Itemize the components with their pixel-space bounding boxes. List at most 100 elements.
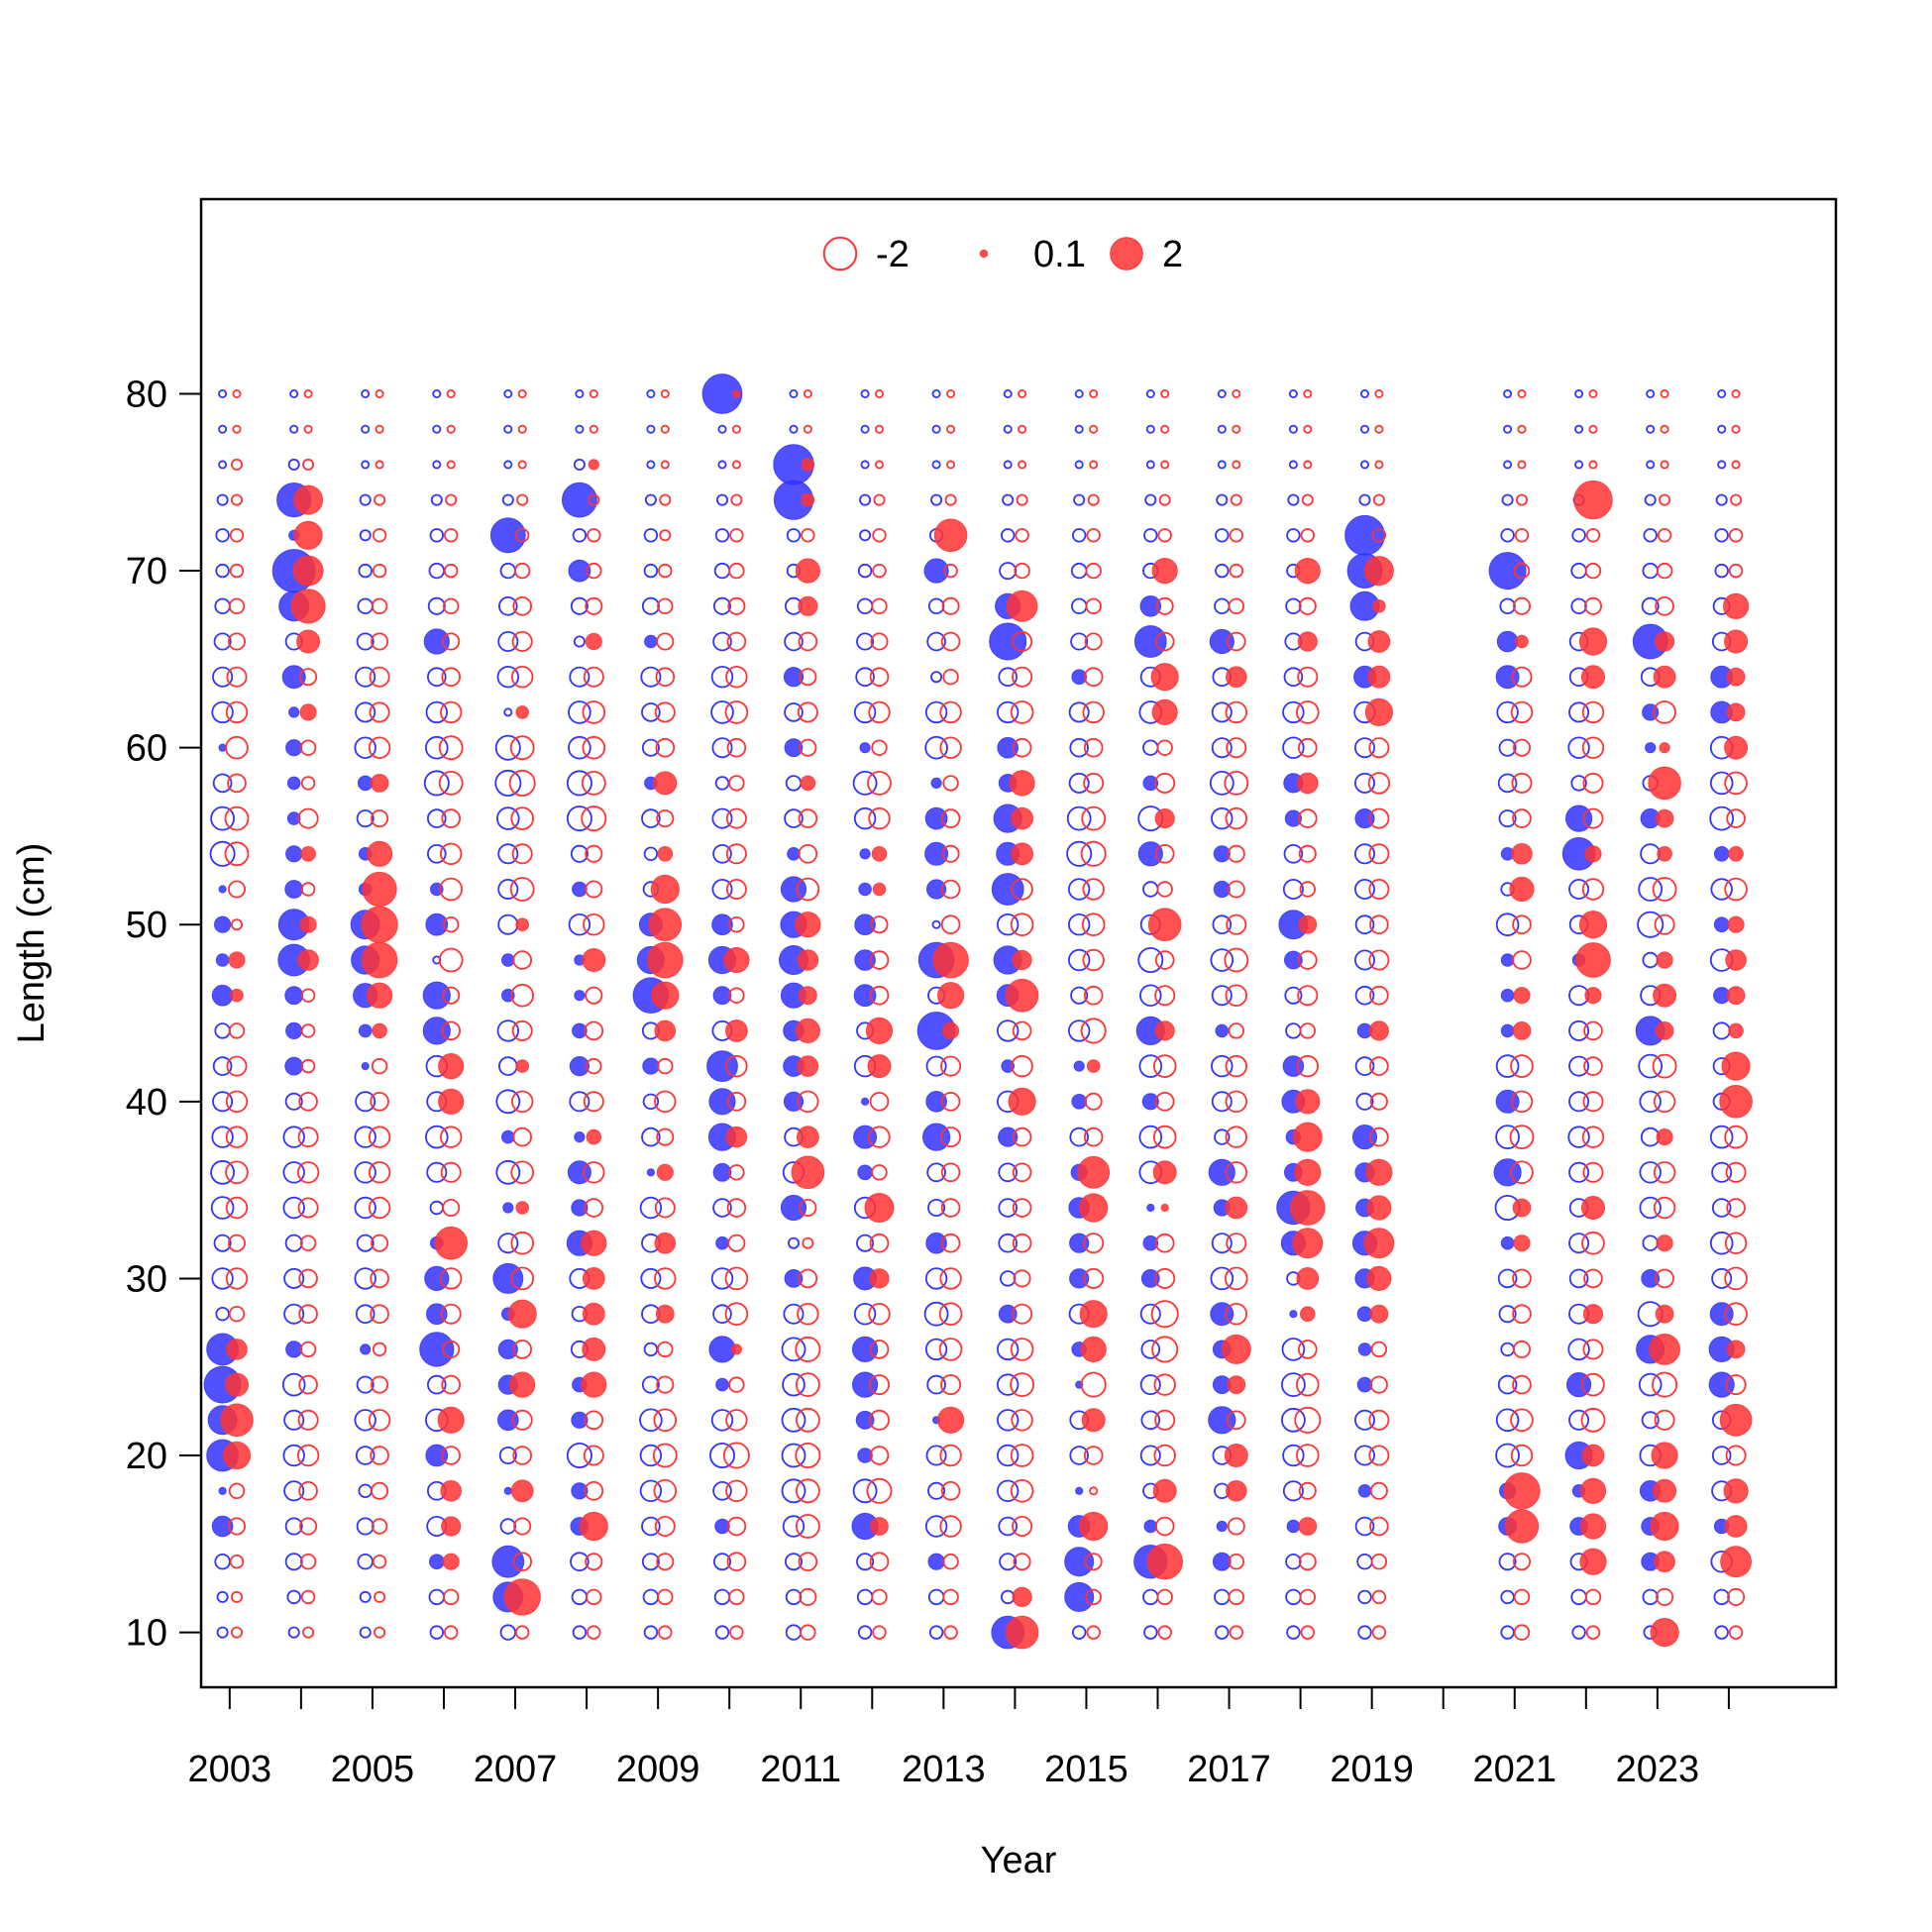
bubble-male-2007-12 xyxy=(503,1578,541,1616)
bubble-male-2008-76 xyxy=(588,459,599,471)
bubble-female-2008-60 xyxy=(568,735,591,760)
bubble-male-2007-64 xyxy=(511,666,534,689)
bubble-female-2021-78 xyxy=(1503,424,1513,434)
bubble-female-2024-34 xyxy=(1711,1198,1732,1218)
bubble-male-2012-18 xyxy=(866,1477,893,1504)
bubble-female-2008-12 xyxy=(571,1588,589,1606)
bubble-male-2016-34 xyxy=(1160,1203,1169,1213)
bubble-male-2023-26 xyxy=(1649,1334,1680,1365)
bubble-male-2011-28 xyxy=(797,1302,819,1326)
bubble-male-2011-66 xyxy=(798,631,818,652)
bubble-female-2010-50 xyxy=(711,913,733,936)
bubble-male-2009-20 xyxy=(652,1443,678,1468)
bubble-female-2016-58 xyxy=(1142,775,1159,792)
bubble-male-2015-76 xyxy=(1089,460,1099,470)
bubble-male-2013-66 xyxy=(940,631,961,652)
bubble-male-2015-32 xyxy=(1083,1233,1105,1254)
bubble-female-2007-50 xyxy=(497,913,519,935)
bubble-male-2004-20 xyxy=(296,1444,320,1467)
bubble-female-2014-24 xyxy=(997,1373,1020,1396)
bubble-female-2024-58 xyxy=(1709,771,1734,796)
bubble-female-2012-58 xyxy=(852,771,878,796)
bubble-male-2014-68 xyxy=(1006,590,1038,622)
bubble-female-2018-68 xyxy=(1285,597,1302,615)
bubble-male-2015-72 xyxy=(1086,528,1101,543)
bubble-male-2022-78 xyxy=(1588,424,1598,434)
bubble-male-2021-74 xyxy=(1516,493,1529,506)
bubble-male-2013-48 xyxy=(932,941,969,979)
bubble-male-2008-28 xyxy=(582,1302,605,1326)
bubble-male-2013-24 xyxy=(940,1374,962,1396)
bubble-female-2014-14 xyxy=(999,1553,1018,1571)
bubble-female-2010-18 xyxy=(712,1481,732,1501)
bubble-male-2012-26 xyxy=(869,1340,890,1359)
bubble-male-2009-56 xyxy=(656,809,675,828)
bubble-female-2012-70 xyxy=(857,563,873,579)
bubble-female-2014-20 xyxy=(997,1444,1020,1467)
bubble-male-2007-38 xyxy=(512,1127,532,1147)
bubble-male-2017-42 xyxy=(1225,1054,1248,1078)
bubble-male-2015-14 xyxy=(1084,1553,1103,1571)
bubble-female-2007-38 xyxy=(501,1129,515,1144)
bubble-male-2006-30 xyxy=(440,1267,463,1290)
bubble-female-2022-76 xyxy=(1574,460,1584,470)
bubble-female-2021-38 xyxy=(1495,1125,1520,1149)
bubble-female-2004-64 xyxy=(281,665,306,690)
bubble-female-2009-40 xyxy=(642,1093,660,1111)
bubble-female-2006-56 xyxy=(426,808,447,828)
bubble-female-2009-56 xyxy=(641,808,661,828)
bubble-female-2009-60 xyxy=(641,738,660,757)
bubble-male-2024-58 xyxy=(1724,771,1748,796)
bubble-male-2014-44 xyxy=(1012,1020,1032,1041)
bubble-male-2023-18 xyxy=(1653,1478,1677,1503)
bubble-female-2024-10 xyxy=(1714,1625,1729,1640)
bubble-female-2006-74 xyxy=(430,493,443,506)
bubble-male-2004-32 xyxy=(299,1234,317,1251)
bubble-female-2019-74 xyxy=(1358,493,1371,506)
bubble-male-2019-36 xyxy=(1365,1158,1393,1186)
bubble-male-2022-32 xyxy=(1581,1231,1605,1255)
bubble-male-2012-58 xyxy=(867,771,892,796)
bubble-male-2004-64 xyxy=(299,668,318,687)
bubble-female-2007-68 xyxy=(497,595,518,616)
bubble-female-2016-80 xyxy=(1145,388,1155,398)
bubble-female-2014-62 xyxy=(997,700,1020,724)
bubble-female-2017-10 xyxy=(1215,1625,1230,1640)
bubble-female-2019-20 xyxy=(1354,1445,1376,1466)
bubble-female-2018-76 xyxy=(1288,460,1298,470)
bubble-male-2019-74 xyxy=(1372,493,1385,506)
bubble-female-2008-78 xyxy=(575,424,585,434)
bubble-female-2017-50 xyxy=(1212,914,1233,934)
bubble-male-2007-14 xyxy=(512,1552,532,1571)
bubble-female-2014-50 xyxy=(997,913,1020,936)
bubble-male-2017-70 xyxy=(1229,563,1244,579)
bubble-male-2006-80 xyxy=(446,388,456,398)
bubble-male-2017-66 xyxy=(1227,631,1246,652)
bubble-male-2009-12 xyxy=(657,1588,674,1606)
bubble-male-2009-24 xyxy=(656,1375,675,1394)
bubble-female-2009-20 xyxy=(639,1444,663,1467)
bubble-female-2007-54 xyxy=(497,843,519,865)
bubble-male-2024-16 xyxy=(1724,1515,1748,1538)
bubble-female-2016-78 xyxy=(1145,424,1155,434)
bubble-male-2004-26 xyxy=(299,1341,317,1358)
bubble-female-2013-78 xyxy=(931,424,941,434)
bubble-female-2005-20 xyxy=(355,1446,376,1465)
bubble-male-2021-50 xyxy=(1512,914,1532,934)
bubble-female-2018-72 xyxy=(1286,528,1301,543)
bubble-female-2007-80 xyxy=(503,388,513,398)
bubble-male-2014-54 xyxy=(1011,842,1033,866)
bubble-female-2003-78 xyxy=(218,424,228,434)
bubble-male-2007-30 xyxy=(510,1266,534,1291)
bubble-male-2004-50 xyxy=(299,915,317,933)
bubble-female-2005-26 xyxy=(360,1343,372,1355)
bubble-female-2018-64 xyxy=(1283,667,1304,687)
bubble-male-2023-66 xyxy=(1655,631,1675,652)
bubble-male-2011-50 xyxy=(795,912,821,938)
bubble-female-2023-50 xyxy=(1637,911,1664,938)
bubble-male-2005-46 xyxy=(367,982,393,1009)
bubble-female-2023-76 xyxy=(1646,460,1656,470)
bubble-male-2014-64 xyxy=(1012,666,1033,688)
bubble-male-2003-80 xyxy=(232,388,242,398)
bubble-male-2024-24 xyxy=(1725,1374,1747,1396)
